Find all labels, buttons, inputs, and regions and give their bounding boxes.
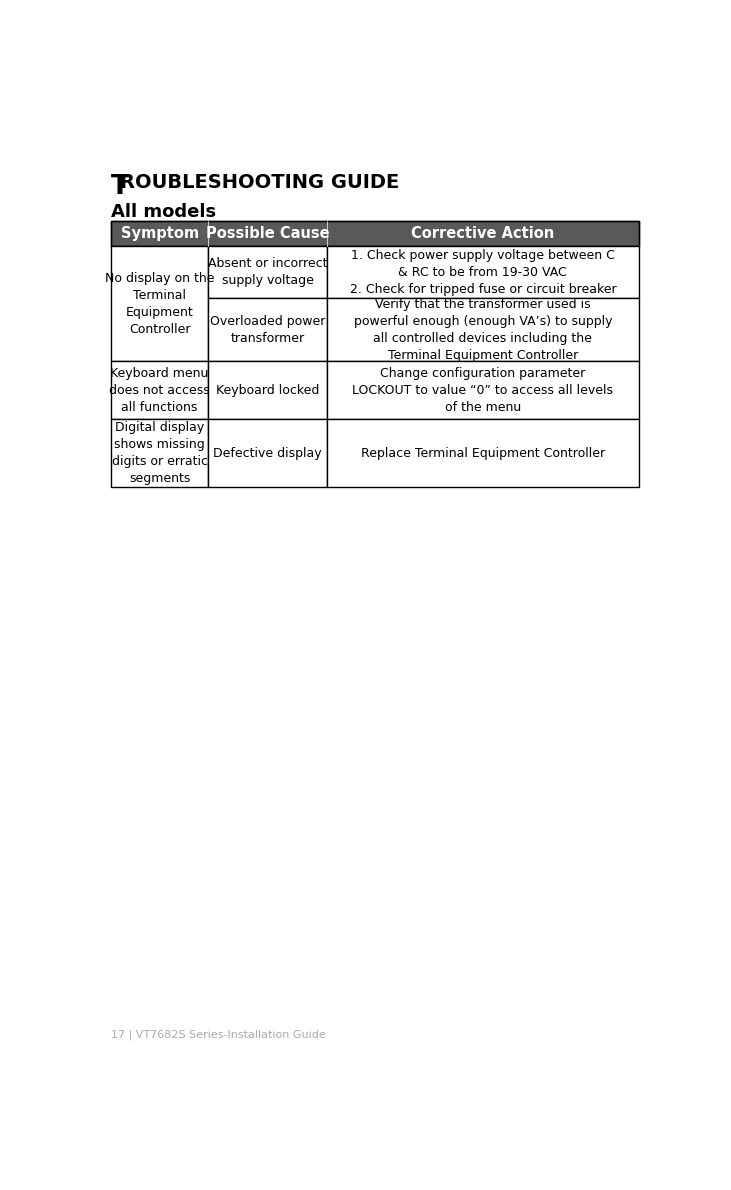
Bar <box>327 299 638 362</box>
Bar <box>327 362 638 419</box>
Text: ROUBLESHOOTING GUIDE: ROUBLESHOOTING GUIDE <box>120 173 399 192</box>
Bar <box>208 246 327 299</box>
Text: Corrective Action: Corrective Action <box>412 226 554 242</box>
Text: No display on the
Terminal
Equipment
Controller: No display on the Terminal Equipment Con… <box>105 271 214 336</box>
Text: All models: All models <box>111 202 216 221</box>
Text: T: T <box>111 174 129 200</box>
Text: Symptom: Symptom <box>121 226 199 242</box>
Text: 17 | VT7682S Series-Installation Guide: 17 | VT7682S Series-Installation Guide <box>111 1029 325 1040</box>
Text: Defective display: Defective display <box>213 446 322 459</box>
Text: Digital display
shows missing
digits or erratic
segments: Digital display shows missing digits or … <box>112 421 208 486</box>
Text: Replace Terminal Equipment Controller: Replace Terminal Equipment Controller <box>361 446 605 459</box>
Bar <box>111 221 638 246</box>
Bar <box>208 419 327 487</box>
Text: Overloaded power
transformer: Overloaded power transformer <box>210 315 325 345</box>
Text: 1. Check power supply voltage between C
& RC to be from 19-30 VAC
2. Check for t: 1. Check power supply voltage between C … <box>349 249 616 295</box>
Text: Absent or incorrect
supply voltage: Absent or incorrect supply voltage <box>208 257 327 287</box>
Bar <box>208 362 327 419</box>
Text: Change configuration parameter
LOCKOUT to value “0” to access all levels
of the : Change configuration parameter LOCKOUT t… <box>352 367 613 414</box>
Text: Possible Cause: Possible Cause <box>206 226 330 242</box>
Bar <box>208 299 327 362</box>
Bar <box>111 419 208 487</box>
Bar <box>327 246 638 299</box>
Bar <box>327 419 638 487</box>
Text: Keyboard menu
does not access
all functions: Keyboard menu does not access all functi… <box>109 367 210 414</box>
Bar <box>111 246 208 362</box>
Text: Verify that the transformer used is
powerful enough (enough VA’s) to supply
all : Verify that the transformer used is powe… <box>354 298 612 362</box>
Bar <box>111 362 208 419</box>
Text: Keyboard locked: Keyboard locked <box>216 384 319 396</box>
Bar <box>111 221 638 246</box>
